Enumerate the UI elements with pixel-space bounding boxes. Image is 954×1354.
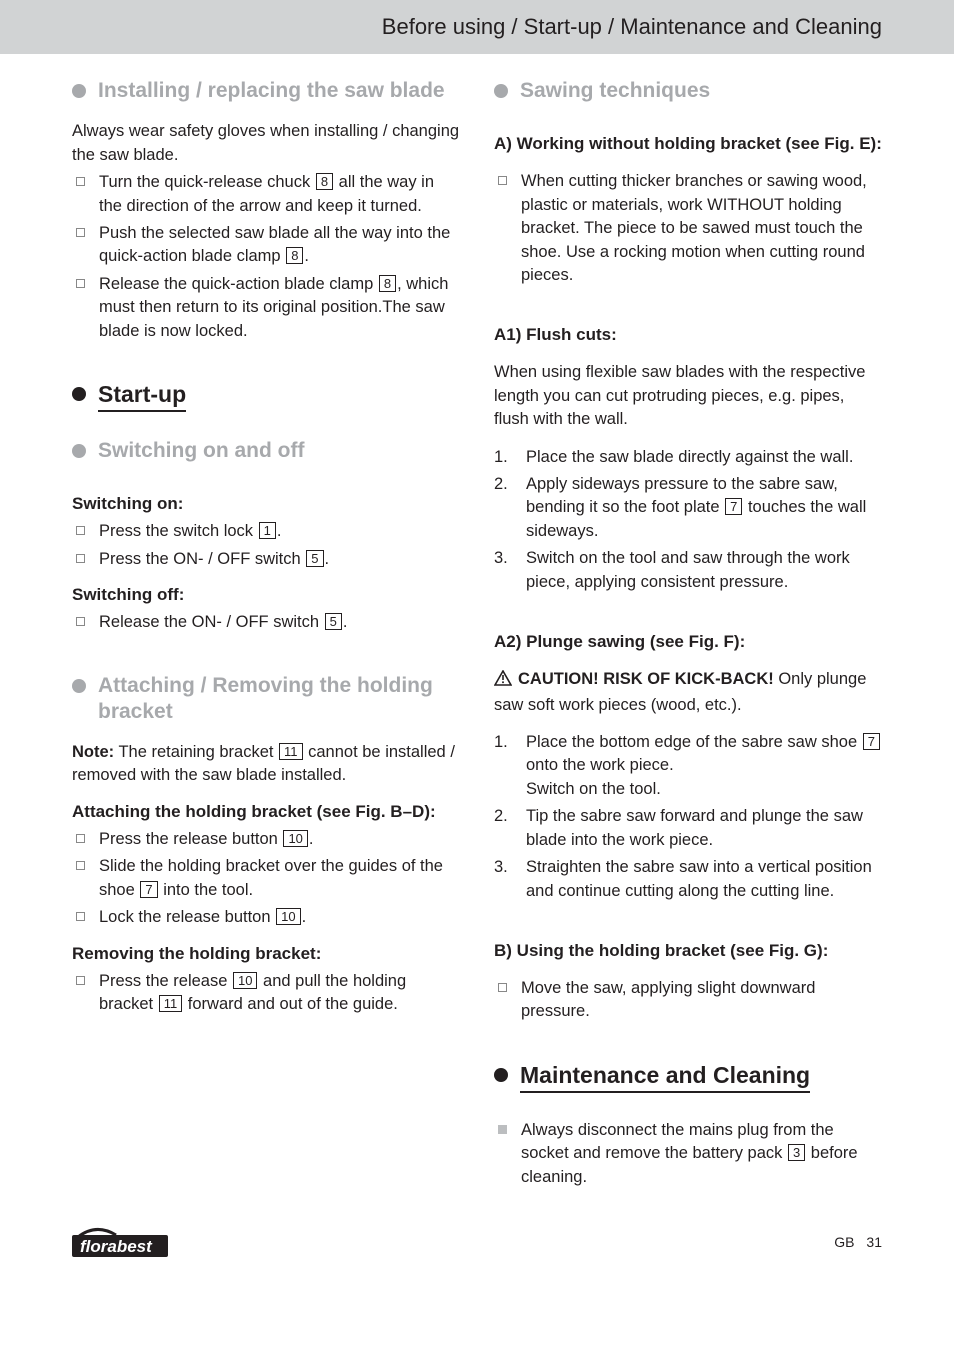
sub-heading: Switching on:: [72, 494, 460, 514]
list-item: Press the ON- / OFF switch 5.: [72, 548, 460, 571]
a2-steps: 1. Place the bottom edge of the sabre sa…: [494, 731, 882, 903]
intro-text: Always wear safety gloves when installin…: [72, 120, 460, 167]
section-sawing-heading: Sawing techniques: [494, 78, 882, 104]
list-item: Release the quick-action blade clamp 8, …: [72, 273, 460, 343]
checkbox-icon: [76, 526, 85, 535]
heading-switching: Switching on and off: [98, 438, 304, 464]
section-switching-heading: Switching on and off: [72, 438, 460, 464]
list-item: 3.Switch on the tool and saw through the…: [494, 547, 882, 594]
bullet-icon: [494, 1068, 508, 1082]
ref-11: 11: [279, 743, 303, 760]
bullet-icon: [72, 387, 86, 401]
ref-10: 10: [233, 972, 257, 989]
switch-off-steps: Release the ON- / OFF switch 5.: [72, 611, 460, 634]
ref-11: 11: [159, 995, 183, 1012]
ref-5: 5: [325, 613, 342, 630]
installing-steps: Turn the quick-release chuck 8 all the w…: [72, 171, 460, 343]
ref-5: 5: [306, 550, 323, 567]
list-item: 3.Straighten the sabre saw into a vertic…: [494, 856, 882, 903]
a1-steps: 1.Place the saw blade directly against t…: [494, 446, 882, 595]
bullet-icon: [72, 84, 86, 98]
square-icon: [498, 1125, 507, 1134]
checkbox-icon: [76, 976, 85, 985]
checkbox-icon: [498, 176, 507, 185]
attach-steps: Press the release button 10. Slide the h…: [72, 828, 460, 930]
svg-text:florabest: florabest: [80, 1237, 153, 1256]
sub-heading: A1) Flush cuts:: [494, 325, 882, 345]
a-steps: When cutting thicker branches or sawing …: [494, 170, 882, 287]
sub-heading: B) Using the holding bracket (see Fig. G…: [494, 941, 882, 961]
list-item: 1.Place the saw blade directly against t…: [494, 446, 882, 469]
sub-heading: Removing the holding bracket:: [72, 944, 460, 964]
ref-8: 8: [316, 173, 333, 190]
bullet-icon: [494, 84, 508, 98]
list-item: Slide the holding bracket over the guide…: [72, 855, 460, 902]
sub-heading: Switching off:: [72, 585, 460, 605]
caution-text: CAUTION! RISK OF KICK-BACK! Only plunge …: [494, 668, 882, 717]
checkbox-icon: [76, 228, 85, 237]
sub-heading: Attaching the holding bracket (see Fig. …: [72, 802, 460, 822]
heading-holding: Attaching / Removing the holding bracket: [98, 673, 460, 726]
ref-8: 8: [379, 275, 396, 292]
checkbox-icon: [76, 861, 85, 870]
ref-7: 7: [140, 881, 157, 898]
list-item: 2.Apply sideways pressure to the sabre s…: [494, 473, 882, 543]
ref-8: 8: [286, 247, 303, 264]
list-item: Lock the release button 10.: [72, 906, 460, 929]
checkbox-icon: [498, 983, 507, 992]
list-item: Press the switch lock 1.: [72, 520, 460, 543]
list-item: When cutting thicker branches or sawing …: [494, 170, 882, 287]
checkbox-icon: [76, 834, 85, 843]
ref-10: 10: [283, 830, 307, 847]
heading-startup: Start-up: [98, 381, 186, 412]
checkbox-icon: [76, 617, 85, 626]
breadcrumb: Before using / Start-up / Maintenance an…: [382, 14, 882, 40]
left-column: Installing / replacing the saw blade Alw…: [72, 78, 460, 1193]
list-item: Turn the quick-release chuck 8 all the w…: [72, 171, 460, 218]
b-steps: Move the saw, applying slight downward p…: [494, 977, 882, 1024]
section-installing-heading: Installing / replacing the saw blade: [72, 78, 460, 104]
remove-steps: Press the release 10 and pull the holdin…: [72, 970, 460, 1017]
warning-icon: [494, 670, 512, 693]
heading-sawing: Sawing techniques: [520, 78, 710, 104]
ref-3: 3: [788, 1144, 805, 1161]
checkbox-icon: [76, 554, 85, 563]
list-item: 2.Tip the sabre saw forward and plunge t…: [494, 805, 882, 852]
breadcrumb-bar: Before using / Start-up / Maintenance an…: [0, 0, 954, 54]
checkbox-icon: [76, 912, 85, 921]
ref-1: 1: [259, 522, 276, 539]
checkbox-icon: [76, 279, 85, 288]
sub-heading: A2) Plunge sawing (see Fig. F):: [494, 632, 882, 652]
page-content: Installing / replacing the saw blade Alw…: [0, 54, 954, 1193]
a1-intro: When using flexible saw blades with the …: [494, 361, 882, 431]
list-item: Always disconnect the mains plug from th…: [494, 1119, 882, 1189]
brand-logo: florabest: [72, 1227, 168, 1257]
maintenance-steps: Always disconnect the mains plug from th…: [494, 1119, 882, 1189]
list-item: 1. Place the bottom edge of the sabre sa…: [494, 731, 882, 801]
list-item: Press the release 10 and pull the holdin…: [72, 970, 460, 1017]
heading-maintenance: Maintenance and Cleaning: [520, 1062, 810, 1093]
bullet-icon: [72, 444, 86, 458]
heading-installing: Installing / replacing the saw blade: [98, 78, 445, 104]
list-item: Release the ON- / OFF switch 5.: [72, 611, 460, 634]
section-holding-heading: Attaching / Removing the holding bracket: [72, 673, 460, 726]
ref-7: 7: [863, 733, 880, 750]
ref-7: 7: [725, 498, 742, 515]
switch-on-steps: Press the switch lock 1. Press the ON- /…: [72, 520, 460, 571]
footer: florabest GB31: [0, 1193, 954, 1283]
bullet-icon: [72, 679, 86, 693]
section-startup-heading: Start-up: [72, 381, 460, 412]
note-text: Note: The retaining bracket 11 cannot be…: [72, 741, 460, 788]
list-item: Press the release button 10.: [72, 828, 460, 851]
checkbox-icon: [76, 177, 85, 186]
ref-10: 10: [276, 908, 300, 925]
section-maintenance-heading: Maintenance and Cleaning: [494, 1062, 882, 1093]
page-number: GB31: [834, 1234, 882, 1250]
list-item: Push the selected saw blade all the way …: [72, 222, 460, 269]
right-column: Sawing techniques A) Working without hol…: [494, 78, 882, 1193]
list-item: Move the saw, applying slight downward p…: [494, 977, 882, 1024]
sub-heading: A) Working without holding bracket (see …: [494, 134, 882, 154]
